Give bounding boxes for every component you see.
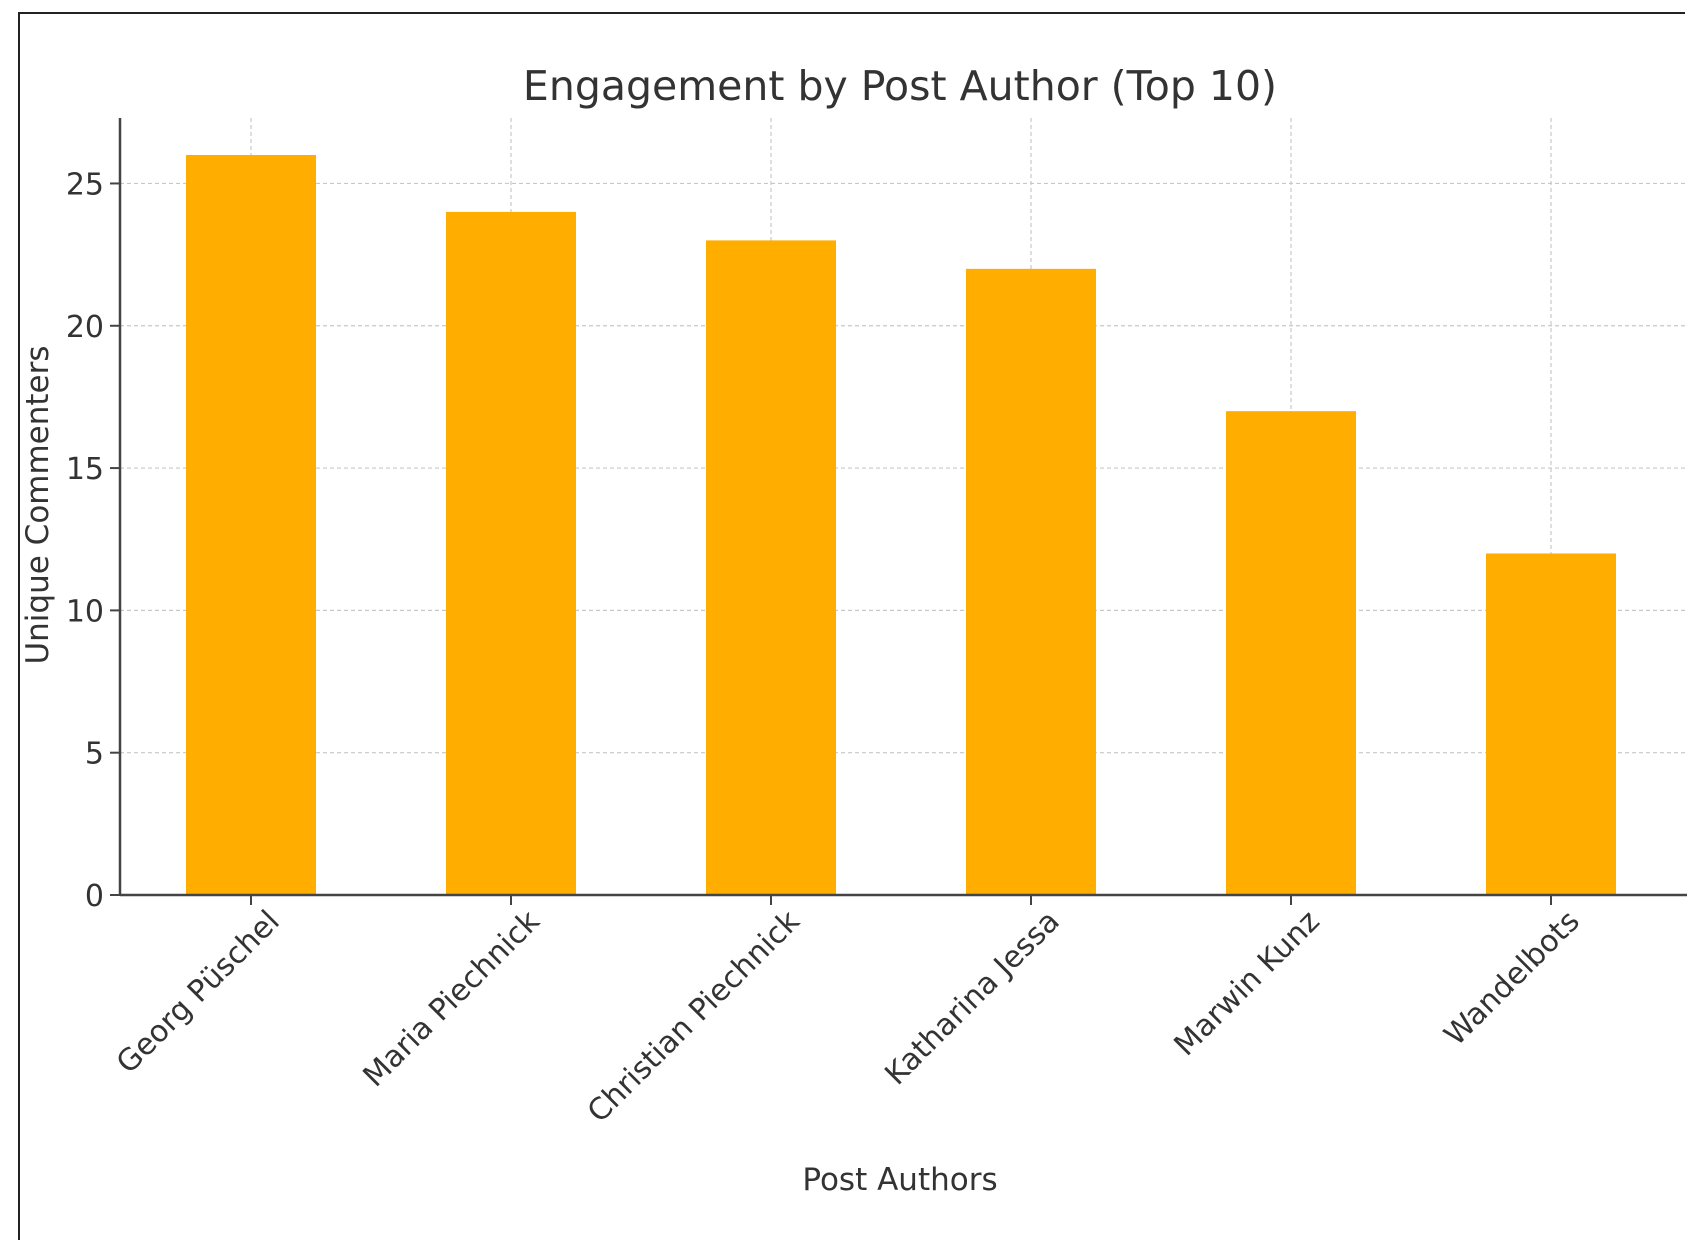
x-tick-label: Christian Piechnick (581, 903, 807, 1129)
bar (186, 155, 316, 895)
grid-lines (120, 118, 1687, 896)
y-axis-label: Unique Commenters (20, 345, 56, 664)
y-tick-labels: 0 5 10 15 20 25 (66, 167, 120, 914)
axes (118, 118, 1687, 897)
x-axis-label: Post Authors (802, 1162, 997, 1198)
y-tick-label: 15 (66, 452, 104, 487)
x-tick-label: Wandelbots (1438, 904, 1587, 1053)
x-tick-labels: Georg Püschel Maria Piechnick Christian Pi… (110, 895, 1587, 1130)
bar (1486, 553, 1616, 895)
bar (706, 240, 836, 895)
y-tick-label: 25 (66, 167, 104, 202)
bars (186, 155, 1616, 895)
y-tick-label: 10 (66, 594, 104, 629)
x-tick-label: Maria Piechnick (357, 903, 548, 1094)
chart-title: Engagement by Post Author (Top 10) (523, 62, 1277, 110)
bar (446, 211, 576, 895)
x-tick-label: Georg Püschel (110, 904, 287, 1081)
bar (966, 268, 1096, 895)
y-tick-label: 5 (85, 737, 104, 772)
x-tick-label: Katharina Jessa (878, 904, 1066, 1092)
y-tick-label: 0 (85, 879, 104, 914)
y-tick-label: 20 (66, 310, 104, 345)
bar (1226, 411, 1356, 895)
x-tick-label: Marwin Kunz (1168, 904, 1327, 1063)
